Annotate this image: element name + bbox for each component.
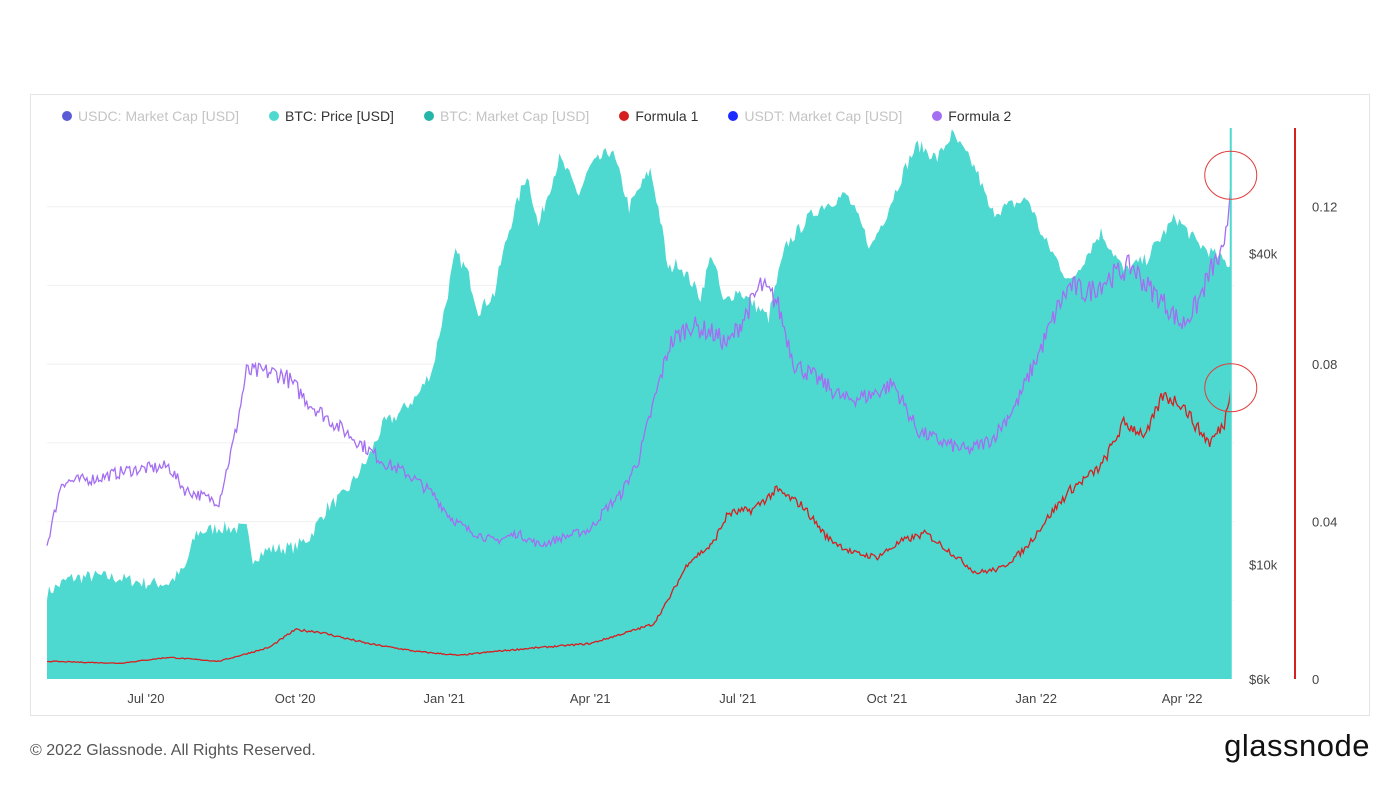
formula-2-line bbox=[46, 186, 1232, 548]
x-tick-label: Apr '22 bbox=[1162, 691, 1203, 706]
legend-label: Formula 2 bbox=[948, 108, 1012, 124]
legend-item-btc-market-cap[interactable]: BTC: Market Cap [USD] bbox=[423, 108, 590, 124]
ratio-tick-label: 0.12 bbox=[1312, 200, 1337, 215]
legend-item-usdt-market-cap[interactable]: USDT: Market Cap [USD] bbox=[728, 108, 902, 124]
chart-frame bbox=[30, 94, 1370, 716]
annotations bbox=[1204, 150, 1258, 413]
price-tick-label: $10k bbox=[1249, 557, 1278, 572]
legend-label: BTC: Price [USD] bbox=[285, 108, 394, 124]
formula-1-line bbox=[46, 387, 1232, 665]
legend-item-btc-price[interactable]: BTC: Price [USD] bbox=[269, 108, 394, 124]
legend-item-usdc-market-cap[interactable]: USDC: Market Cap [USD] bbox=[62, 108, 239, 124]
ratio-axis: 0 0.04 0.08 0.12 bbox=[1312, 200, 1337, 687]
legend-label: BTC: Market Cap [USD] bbox=[439, 108, 590, 124]
x-tick-label: Jul '21 bbox=[719, 691, 756, 706]
legend-dot-icon bbox=[269, 111, 280, 121]
x-tick-label: Oct '20 bbox=[275, 691, 316, 706]
legend-dot-icon bbox=[423, 111, 434, 121]
legend-label: Formula 1 bbox=[635, 108, 699, 124]
annotation-circle bbox=[1204, 363, 1258, 413]
price-tick-label: $6k bbox=[1249, 672, 1270, 687]
ratio-tick-label: 0.04 bbox=[1312, 515, 1337, 530]
legend-dot-icon bbox=[62, 111, 72, 121]
price-tick-label: $40k bbox=[1249, 247, 1278, 262]
legend-label: USDT: Market Cap [USD] bbox=[744, 108, 903, 124]
x-tick-label: Jul '20 bbox=[127, 691, 164, 706]
x-tick-label: Jan '21 bbox=[424, 691, 466, 706]
btc-price-area bbox=[47, 129, 1231, 679]
legend-item-formula-1[interactable]: Formula 1 bbox=[619, 108, 698, 124]
price-axis: $6k $10k $40k bbox=[1249, 247, 1278, 687]
x-axis: Jul '20 Oct '20 Jan '21 Apr '21 Jul '21 Oct '… bbox=[127, 691, 1202, 706]
legend-dot-icon bbox=[728, 111, 739, 121]
legend-dot-icon bbox=[619, 111, 630, 121]
legend-item-formula-2[interactable]: Formula 2 bbox=[932, 108, 1011, 124]
legend-label: USDC: Market Cap [USD] bbox=[78, 108, 240, 124]
glassnode-logo[interactable]: glassnode bbox=[1224, 728, 1370, 763]
x-tick-label: Oct '21 bbox=[867, 691, 908, 706]
chart-legend: USDC: Market Cap [USD] BTC: Price [USD] … bbox=[62, 106, 1041, 126]
legend-dot-icon bbox=[932, 111, 943, 121]
ratio-tick-label: 0 bbox=[1312, 672, 1319, 687]
x-tick-label: Apr '21 bbox=[570, 691, 611, 706]
x-tick-label: Jan '22 bbox=[1015, 691, 1057, 706]
annotation-circle bbox=[1204, 150, 1258, 200]
copyright-text: © 2022 Glassnode. All Rights Reserved. bbox=[30, 742, 316, 759]
ratio-tick-label: 0.08 bbox=[1312, 357, 1337, 372]
